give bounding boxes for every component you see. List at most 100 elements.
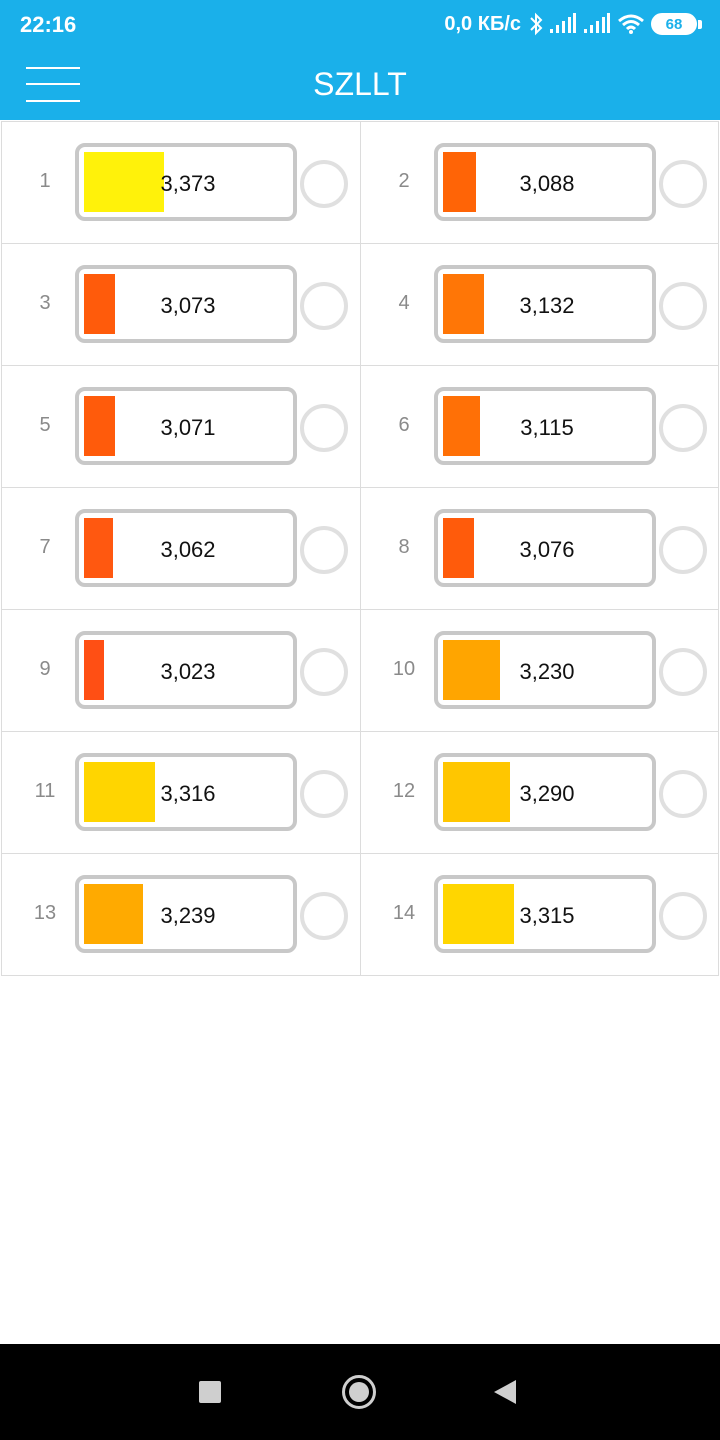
cell-select-radio[interactable]	[659, 282, 707, 330]
cell-battery-indicator[interactable]: 3,373	[75, 143, 297, 221]
cell-select-radio[interactable]	[300, 160, 348, 208]
cell-row: 5 3,071 6 3,115	[1, 366, 719, 488]
cell-row: 3 3,073 4 3,132	[1, 244, 719, 366]
hamburger-menu-icon[interactable]	[26, 67, 80, 103]
battery-tip	[698, 19, 702, 29]
cell-select-radio[interactable]	[659, 404, 707, 452]
cell-row: 13 3,239 14 3,315	[1, 854, 719, 976]
cell-battery-indicator[interactable]: 3,290	[434, 753, 656, 831]
battery-level-fill	[443, 274, 484, 334]
battery-level-fill	[84, 762, 155, 822]
cell-voltage: 3,239	[160, 903, 216, 928]
wifi-icon	[618, 14, 644, 34]
signal-icon	[584, 13, 610, 33]
cell-item: 1 3,373	[1, 122, 360, 243]
battery-level-fill	[84, 640, 104, 700]
cell-battery-indicator[interactable]: 3,073	[75, 265, 297, 343]
cell-voltage: 3,132	[519, 293, 575, 318]
cell-voltage: 3,290	[519, 781, 575, 806]
cell-item: 8 3,076	[360, 488, 719, 609]
cell-row: 7 3,062 8 3,076	[1, 488, 719, 610]
cell-voltage: 3,315	[519, 903, 575, 928]
status-icons: 0,0 КБ/с	[444, 10, 702, 38]
cell-battery-indicator[interactable]: 3,132	[434, 265, 656, 343]
recent-apps-icon[interactable]	[199, 1381, 221, 1403]
cell-index: 3	[39, 292, 51, 314]
cell-item: 3 3,073	[1, 244, 360, 365]
battery-level-fill	[443, 640, 500, 700]
cell-index: 14	[392, 902, 416, 924]
home-icon[interactable]	[342, 1375, 376, 1409]
cell-select-radio[interactable]	[300, 892, 348, 940]
cell-select-radio[interactable]	[300, 404, 348, 452]
battery-level-fill	[443, 396, 480, 456]
cell-index: 11	[34, 780, 56, 802]
battery-level-fill	[84, 274, 115, 334]
cell-battery-indicator[interactable]: 3,315	[434, 875, 656, 953]
cell-voltage: 3,373	[160, 171, 216, 196]
cell-item: 14 3,315	[360, 854, 719, 975]
cell-index: 12	[392, 780, 416, 802]
cell-voltage: 3,316	[160, 781, 216, 806]
cell-row: 11 3,316 12 3,290	[1, 732, 719, 854]
cell-item: 10 3,230	[360, 610, 719, 731]
status-time: 22:16	[20, 12, 77, 37]
cell-index: 8	[398, 536, 410, 558]
cell-item: 11 3,316	[1, 732, 360, 853]
status-bar: 22:16 0,0 КБ/с	[0, 0, 720, 50]
cell-battery-indicator[interactable]: 3,115	[434, 387, 656, 465]
battery-level-fill	[84, 518, 113, 578]
network-speed: 0,0 КБ/с	[444, 12, 521, 35]
battery-level-fill	[84, 152, 164, 212]
cell-select-radio[interactable]	[659, 770, 707, 818]
cell-row: 1 3,373 2 3,088	[1, 122, 719, 244]
cell-battery-indicator[interactable]: 3,023	[75, 631, 297, 709]
cell-select-radio[interactable]	[659, 892, 707, 940]
cell-select-radio[interactable]	[659, 526, 707, 574]
battery-level-fill	[84, 396, 115, 456]
cell-item: 4 3,132	[360, 244, 719, 365]
cell-item: 9 3,023	[1, 610, 360, 731]
cell-item: 2 3,088	[360, 122, 719, 243]
cell-battery-indicator[interactable]: 3,071	[75, 387, 297, 465]
cell-voltage: 3,062	[160, 537, 216, 562]
navigation-bar	[0, 1344, 720, 1440]
bluetooth-icon	[530, 12, 543, 36]
cell-select-radio[interactable]	[300, 526, 348, 574]
battery-level-fill	[443, 884, 514, 944]
cell-index: 1	[39, 170, 51, 192]
cell-index: 10	[392, 658, 416, 680]
cell-item: 13 3,239	[1, 854, 360, 975]
cell-index: 7	[39, 536, 51, 558]
cell-index: 5	[39, 414, 51, 436]
cell-item: 6 3,115	[360, 366, 719, 487]
cell-grid: 1 3,373 2 3,088 3 3,073 4 3,132 5 3,071 6 3,115 7 3,0…	[1, 121, 719, 976]
cell-select-radio[interactable]	[300, 282, 348, 330]
cell-battery-indicator[interactable]: 3,076	[434, 509, 656, 587]
app-bar: 22:16 0,0 КБ/с	[0, 0, 720, 120]
cell-battery-indicator[interactable]: 3,239	[75, 875, 297, 953]
cell-select-radio[interactable]	[300, 648, 348, 696]
cell-item: 12 3,290	[360, 732, 719, 853]
cell-select-radio[interactable]	[659, 160, 707, 208]
back-icon[interactable]	[494, 1380, 516, 1404]
cell-index: 6	[398, 414, 410, 436]
cell-battery-indicator[interactable]: 3,316	[75, 753, 297, 831]
cell-battery-indicator[interactable]: 3,088	[434, 143, 656, 221]
cell-voltage: 3,073	[160, 293, 216, 318]
cell-battery-indicator[interactable]: 3,230	[434, 631, 656, 709]
cell-battery-indicator[interactable]: 3,062	[75, 509, 297, 587]
cell-select-radio[interactable]	[659, 648, 707, 696]
cell-row: 9 3,023 10 3,230	[1, 610, 719, 732]
battery-level: 68	[665, 15, 683, 33]
battery-level-fill	[443, 518, 474, 578]
cell-index: 2	[398, 170, 410, 192]
cell-voltage: 3,230	[519, 659, 575, 684]
cell-voltage: 3,071	[160, 415, 216, 440]
cell-select-radio[interactable]	[300, 770, 348, 818]
cell-voltage: 3,115	[520, 415, 574, 440]
battery-icon: 68	[651, 13, 697, 35]
page-title: SZLLT	[313, 66, 407, 102]
signal-icon	[550, 13, 576, 33]
